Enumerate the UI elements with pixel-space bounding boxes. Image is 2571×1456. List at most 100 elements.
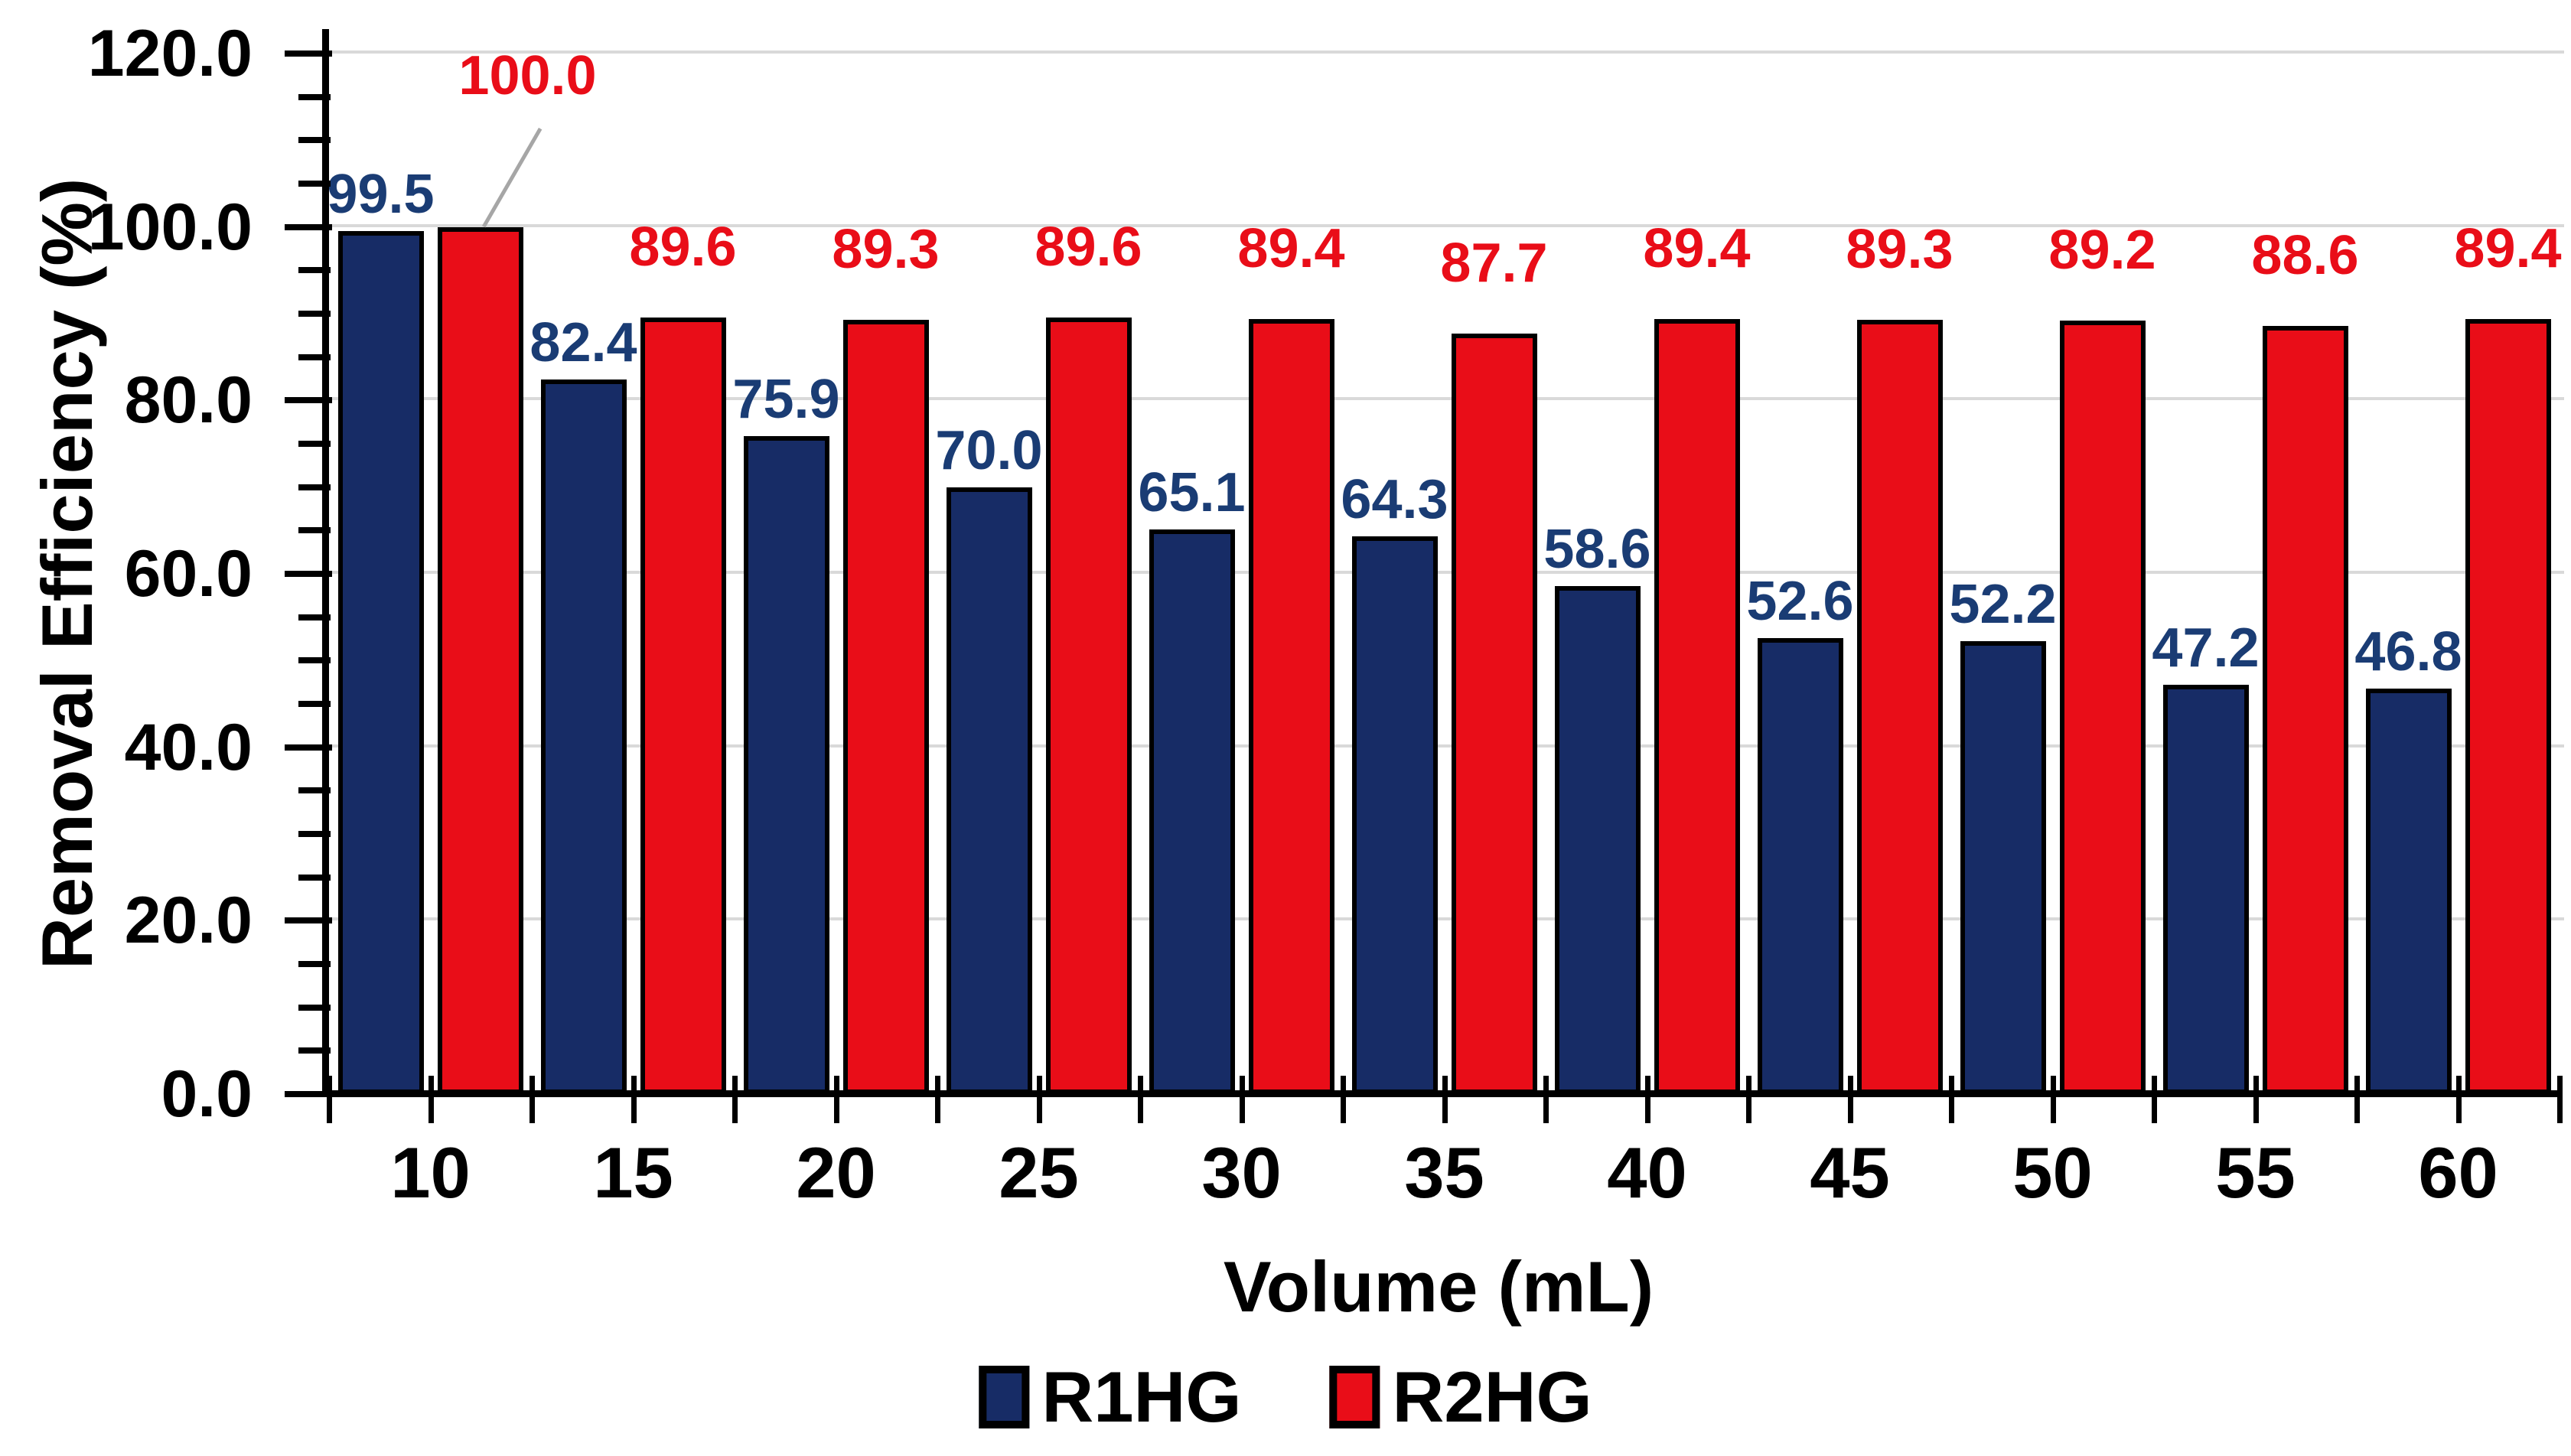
bar-value-label: 65.1 <box>1138 462 1246 524</box>
bar-wrap: 64.3 <box>1341 472 1448 1094</box>
bar-wrap: 89.4 <box>1237 221 1345 1094</box>
bar-wrap: 89.3 <box>832 222 940 1094</box>
gridline <box>329 397 2564 401</box>
bar-value-label: 89.4 <box>1643 217 1751 279</box>
y-minor-tick <box>298 1047 331 1054</box>
y-axis-tick-label: 20.0 <box>124 884 253 958</box>
x-boundary-tick <box>2354 1076 2360 1123</box>
y-minor-tick <box>298 484 331 490</box>
bar-r2hg <box>2059 321 2146 1094</box>
bar-wrap: 46.8 <box>2354 624 2462 1094</box>
x-axis-tick-label: 15 <box>593 1132 673 1213</box>
y-axis-tick-label: 100.0 <box>87 190 253 264</box>
bar-r1hg <box>1149 529 1235 1094</box>
x-axis-tick-label: 60 <box>2418 1132 2498 1213</box>
category-group-45: 52.6 89.3 45 <box>1746 54 1954 1209</box>
bar-r2hg <box>1248 318 1334 1094</box>
y-major-tick <box>285 571 332 577</box>
x-axis-tick-label: 40 <box>1607 1132 1687 1213</box>
bar-r2hg <box>842 319 929 1094</box>
y-minor-tick <box>298 787 331 794</box>
x-center-tick <box>2253 1076 2259 1123</box>
gridline <box>329 744 2564 748</box>
x-axis-line <box>322 1090 2560 1097</box>
bar-r1hg <box>2365 688 2452 1094</box>
bar-value-label: 64.3 <box>1341 469 1448 531</box>
legend-label-r1hg: R1HG <box>1041 1357 1242 1437</box>
y-major-tick <box>285 744 332 751</box>
bar-wrap: 89.2 <box>2048 223 2156 1094</box>
bar-value-label: 47.2 <box>2152 617 2260 679</box>
category-group-40: 58.6 89.4 40 <box>1543 54 1751 1209</box>
bar-r2hg <box>2465 318 2551 1094</box>
y-minor-tick <box>298 701 331 707</box>
bar-value-label: 75.9 <box>732 368 840 430</box>
gridline <box>329 917 2564 921</box>
x-axis-tick-label: 25 <box>999 1132 1079 1213</box>
y-axis-tick-label: 120.0 <box>87 17 253 90</box>
y-minor-tick <box>298 657 331 664</box>
x-axis-tick-label: 35 <box>1404 1132 1484 1213</box>
x-boundary-tick <box>327 1076 332 1123</box>
bar-wrap: 89.6 <box>629 220 737 1094</box>
bar-r2hg <box>437 226 523 1094</box>
y-minor-tick <box>298 93 331 100</box>
bar-wrap: 89.6 <box>1035 220 1142 1094</box>
y-axis-tick-label: 40.0 <box>124 710 253 784</box>
bar-wrap: 47.2 <box>2152 621 2260 1094</box>
y-minor-tick <box>298 874 331 881</box>
legend-swatch-r2hg <box>1329 1366 1380 1428</box>
x-center-tick <box>2455 1076 2462 1123</box>
x-center-tick <box>833 1076 839 1123</box>
legend-label-r2hg: R2HG <box>1392 1357 1592 1437</box>
x-axis-tick-label: 10 <box>390 1132 471 1213</box>
bar-wrap: 65.1 <box>1138 465 1246 1094</box>
y-minor-tick <box>298 961 331 967</box>
x-boundary-tick <box>1341 1076 1346 1123</box>
bar-r1hg <box>1960 641 2046 1094</box>
y-minor-tick <box>298 831 331 837</box>
bar-value-label: 89.3 <box>1846 218 1954 280</box>
bar-wrap: 87.7 <box>1440 236 1548 1094</box>
x-axis-tick-label: 55 <box>2215 1132 2296 1213</box>
x-center-tick <box>1644 1076 1650 1123</box>
x-boundary-tick <box>1543 1076 1549 1123</box>
bar-value-label: 70.0 <box>935 419 1043 481</box>
category-group-20: 75.9 89.3 20 <box>732 54 940 1209</box>
bar-r1hg <box>1757 637 1843 1094</box>
y-major-tick <box>285 50 332 57</box>
x-center-tick <box>1442 1076 1448 1123</box>
x-center-tick <box>2050 1076 2056 1123</box>
bar-value-label: 89.2 <box>2048 220 2156 282</box>
bar-r2hg <box>1451 334 1537 1094</box>
bar-value-label: 89.4 <box>1237 217 1345 279</box>
category-group-55: 47.2 88.6 55 <box>2152 54 2359 1209</box>
bar-r1hg <box>2162 685 2249 1094</box>
x-center-tick <box>1239 1076 1245 1123</box>
y-minor-tick <box>298 267 331 274</box>
bar-wrap: 70.0 <box>935 423 1043 1094</box>
gridline <box>329 50 2564 54</box>
bar-wrap: 52.6 <box>1746 574 1854 1094</box>
y-axis-tick-label: 80.0 <box>124 363 253 438</box>
bar-value-label: 52.2 <box>1949 574 2057 636</box>
bar-value-label: 52.6 <box>1746 570 1854 632</box>
bar-r2hg <box>640 317 726 1094</box>
bar-value-label: 89.4 <box>2454 217 2562 279</box>
bar-wrap: 89.3 <box>1846 222 1954 1094</box>
bar-value-label: 100.0 <box>458 44 597 106</box>
x-boundary-tick <box>2152 1076 2157 1123</box>
y-major-tick <box>285 223 332 230</box>
x-axis-tick-label: 20 <box>796 1132 876 1213</box>
bar-wrap: 52.2 <box>1949 577 2057 1094</box>
gridline <box>329 571 2564 574</box>
x-axis-title: Volume (mL) <box>1223 1246 1654 1327</box>
x-boundary-tick <box>1746 1076 1751 1123</box>
bar-wrap: 99.5 <box>327 167 435 1094</box>
bar-value-label: 82.4 <box>530 312 637 374</box>
legend-item-r1hg: R1HG <box>979 1356 1242 1438</box>
plot-area: 0.0 20.0 40.0 60.0 80.0 100.0 120.0 99.5 100.0 1… <box>88 21 2564 1209</box>
bar-value-label: 58.6 <box>1543 518 1651 580</box>
x-axis-tick-label: 50 <box>2012 1132 2093 1213</box>
